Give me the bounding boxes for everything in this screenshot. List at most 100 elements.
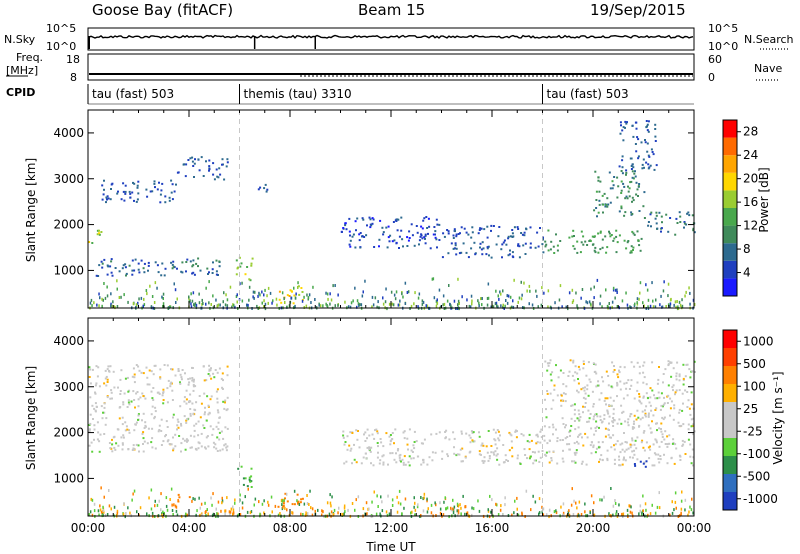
velocity-cell <box>216 397 219 400</box>
velocity-cell <box>593 371 596 373</box>
velocity-cell <box>138 450 140 453</box>
velocity-cell <box>146 376 149 379</box>
velocity-cell <box>660 440 663 443</box>
velocity-ground-cell <box>593 513 596 517</box>
velocity-cell <box>596 384 599 387</box>
velocity-ground-cell <box>244 495 246 499</box>
velocity-cell <box>592 418 595 421</box>
velocity-cell <box>524 454 527 456</box>
power-ground-cell <box>101 304 103 308</box>
velocity-cell <box>636 409 639 412</box>
velocity-cell <box>300 498 303 501</box>
velocity-cell <box>642 446 645 449</box>
velocity-cell <box>103 406 106 409</box>
power-cell <box>398 247 400 249</box>
power-cell <box>197 257 200 260</box>
velocity-cell <box>133 429 136 432</box>
velocity-cell <box>151 427 154 430</box>
power-ground-cell <box>241 281 243 285</box>
power-cell <box>120 198 123 201</box>
velocity-cell <box>622 410 625 413</box>
velocity-cell <box>137 365 140 368</box>
velocity-ground-cell <box>548 515 550 519</box>
velocity-cell <box>675 372 678 375</box>
velocity-cell <box>654 409 657 411</box>
power-cell <box>208 165 211 168</box>
power-ground-cell <box>194 302 197 306</box>
velocity-cell <box>142 372 145 375</box>
power-cell <box>187 159 190 161</box>
power-cell <box>447 232 450 235</box>
velocity-cell <box>616 384 619 387</box>
velocity-ground-cell <box>232 511 235 515</box>
velocity-cell <box>364 440 367 442</box>
velocity-cell <box>631 439 634 442</box>
velocity-cell <box>577 426 580 429</box>
power-cell <box>620 124 622 127</box>
velocity-cell <box>612 399 615 402</box>
velocity-ground-cell <box>397 501 400 505</box>
velocity-ground-cell <box>487 508 489 512</box>
velocity-cell <box>594 427 597 430</box>
power-ground-cell <box>494 302 497 306</box>
power-ground-cell <box>397 303 400 307</box>
power-cell <box>98 264 101 267</box>
power-cell <box>136 184 139 187</box>
velocity-ground-cell <box>681 490 683 494</box>
power-cell <box>625 122 628 125</box>
power-cell <box>660 227 663 230</box>
power-cell <box>683 222 686 225</box>
velocity-cell <box>662 418 665 421</box>
power-ground-cell <box>567 307 569 311</box>
power-cell <box>467 256 470 259</box>
velocity-cell <box>115 442 118 445</box>
velocity-cell <box>203 379 206 382</box>
velocity-ground-cell <box>326 501 329 505</box>
velocity-ground-cell <box>286 508 288 512</box>
velocity-cell <box>428 456 431 459</box>
power-ground-cell <box>536 294 538 298</box>
nave-right-tick-bottom: 0 <box>708 71 715 84</box>
power-ground-cell <box>612 288 615 292</box>
velocity-cell <box>94 402 97 405</box>
velocity-cell <box>162 402 165 405</box>
velocity-ground-cell <box>271 510 273 514</box>
velocity-cell <box>369 447 372 450</box>
power-ground-cell <box>661 305 664 309</box>
velocity-ground-cell <box>311 507 314 511</box>
x-tick-label: 08:00 <box>273 521 308 535</box>
velocity-cell <box>519 463 522 465</box>
power-cell <box>161 182 164 185</box>
velocity-cell <box>93 438 95 441</box>
power-cell <box>559 240 562 242</box>
velocity-ground-cell <box>414 513 416 517</box>
power-ground-cell <box>120 295 122 299</box>
power-ground-cell <box>256 304 258 308</box>
power-ground-cell <box>498 297 500 301</box>
velocity-ground-cell <box>106 513 109 516</box>
velocity-cell <box>658 445 661 448</box>
velocity-cell <box>566 443 569 446</box>
power-cell <box>625 173 627 176</box>
velocity-cell <box>651 420 653 423</box>
velocity-ground-cell <box>628 504 630 508</box>
power-ground-cell <box>190 305 193 309</box>
velocity-cell <box>606 410 609 413</box>
velocity-ground-cell <box>462 494 464 498</box>
colorbar-segment <box>723 137 737 156</box>
power-ground-cell <box>590 287 592 291</box>
power-ground-cell <box>693 303 696 306</box>
power-ground-cell <box>468 304 471 308</box>
colorbar-tick-label: 20 <box>743 172 758 186</box>
power-cell <box>654 128 657 130</box>
velocity-cell <box>194 409 197 412</box>
velocity-cell <box>641 439 644 442</box>
velocity-cell <box>526 440 529 443</box>
power-ground-cell <box>497 294 499 298</box>
power-cell <box>185 163 188 166</box>
power-ground-cell <box>198 292 200 296</box>
velocity-cell <box>203 413 206 416</box>
velocity-cell <box>111 397 113 400</box>
velocity-cell <box>210 367 212 370</box>
velocity-cell <box>473 440 476 443</box>
